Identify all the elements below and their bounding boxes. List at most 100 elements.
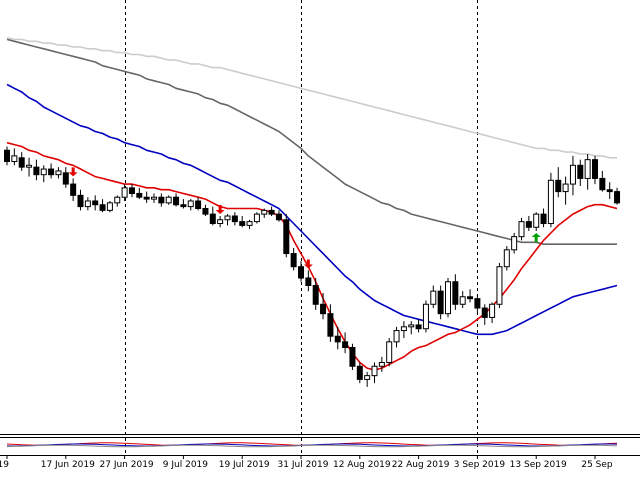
- candlesticks: [4, 146, 621, 387]
- candle-body: [408, 324, 415, 328]
- candle-body: [393, 330, 400, 343]
- candle-body: [481, 307, 488, 318]
- x-tick-label: 13 Sep 2019: [510, 460, 567, 470]
- candle-body: [437, 290, 444, 315]
- candle-body: [268, 209, 275, 215]
- indicator-subwindow[interactable]: [0, 434, 640, 456]
- candle-body: [92, 200, 99, 206]
- candle-body: [11, 155, 18, 163]
- candle-body: [136, 192, 143, 198]
- candle-body: [503, 249, 510, 268]
- candle-body: [547, 179, 554, 225]
- candle-body: [283, 219, 290, 255]
- candle-body: [84, 200, 91, 208]
- candle-body: [143, 196, 150, 200]
- candle-body: [173, 196, 180, 206]
- candle-body: [467, 296, 474, 300]
- moving-average-line: [6, 36, 617, 159]
- candle-body: [584, 159, 591, 179]
- x-tick-label: 22 Aug 2019: [392, 460, 450, 470]
- x-tick-label: 19 Jul 2019: [219, 460, 270, 470]
- candle-body: [356, 365, 363, 380]
- candle-body: [445, 281, 451, 315]
- candle-body: [128, 187, 135, 194]
- candle-body: [209, 213, 216, 225]
- candle-body: [18, 157, 25, 168]
- x-tick-label: 3 Sep 2019: [454, 460, 506, 470]
- candle-body: [253, 213, 260, 223]
- candle-body: [334, 335, 341, 343]
- candle-body: [33, 166, 40, 176]
- candle-body: [342, 341, 349, 348]
- x-tick-label: 12 Aug 2019: [333, 460, 391, 470]
- candle-body: [114, 196, 121, 204]
- candle-body: [99, 204, 106, 211]
- candle-body: [533, 213, 540, 228]
- candle-body: [606, 189, 613, 193]
- candle-body: [474, 298, 481, 309]
- candle-body: [121, 187, 128, 198]
- candle-body: [614, 191, 621, 204]
- x-tick-label: 27 Jun 2019: [100, 460, 154, 470]
- candle-body: [224, 215, 231, 221]
- candle-body: [195, 200, 202, 209]
- candle-body: [430, 290, 437, 305]
- candle-body: [158, 196, 165, 204]
- candle-body: [261, 209, 268, 215]
- signal-arrow: [68, 167, 78, 177]
- oscillator-line: [6, 444, 618, 448]
- candle-body: [511, 236, 518, 251]
- x-tick-label: 2019: [0, 460, 9, 470]
- x-tick-label: 9 Jul 2019: [163, 460, 208, 470]
- candle-body: [320, 303, 327, 315]
- candle-body: [231, 215, 238, 223]
- candle-body: [62, 172, 69, 185]
- candle-body: [180, 204, 187, 208]
- candle-body: [371, 365, 378, 377]
- candle-body: [562, 183, 569, 193]
- signal-arrow: [531, 233, 541, 243]
- candle-body: [592, 159, 598, 179]
- x-axis: 2019 17 Jun 2019 27 Jun 2019 9 Jul 2019 19 J…: [0, 456, 613, 470]
- candle-body: [298, 266, 304, 279]
- x-tick-label: 17 Jun 2019: [41, 460, 95, 470]
- x-tick-label: 25 Sep: [581, 460, 613, 470]
- x-tick-label: 31 Jul 2019: [278, 460, 329, 470]
- candle-body: [489, 303, 496, 318]
- candle-body: [496, 266, 503, 305]
- signal-arrow: [303, 259, 313, 269]
- candle-body: [569, 164, 576, 185]
- signal-arrows: [68, 167, 541, 269]
- candle-body: [187, 200, 194, 208]
- candle-body: [540, 213, 547, 225]
- candle-body: [452, 281, 459, 305]
- candle-body: [290, 253, 297, 268]
- candle-body: [599, 177, 606, 191]
- candle-body: [246, 221, 253, 226]
- candle-body: [459, 296, 466, 305]
- candle-body: [151, 196, 157, 200]
- candle-body: [217, 219, 224, 225]
- candle-body: [312, 284, 319, 305]
- candle-body: [239, 221, 246, 226]
- candle-body: [555, 179, 562, 193]
- moving-average-line: [6, 141, 618, 371]
- candle-body: [77, 194, 84, 208]
- candle-body: [422, 303, 429, 330]
- candle-body: [415, 324, 422, 330]
- candle-body: [327, 313, 334, 337]
- candle-body: [165, 196, 172, 204]
- candle-body: [55, 170, 62, 176]
- candle-body: [26, 164, 33, 168]
- candle-body: [525, 221, 532, 228]
- candle-body: [275, 213, 282, 221]
- candle-body: [4, 149, 10, 163]
- candle-body: [202, 207, 209, 215]
- candle-body: [70, 183, 77, 196]
- candle-body: [577, 164, 584, 179]
- candle-body: [400, 326, 407, 332]
- candle-body: [386, 341, 393, 364]
